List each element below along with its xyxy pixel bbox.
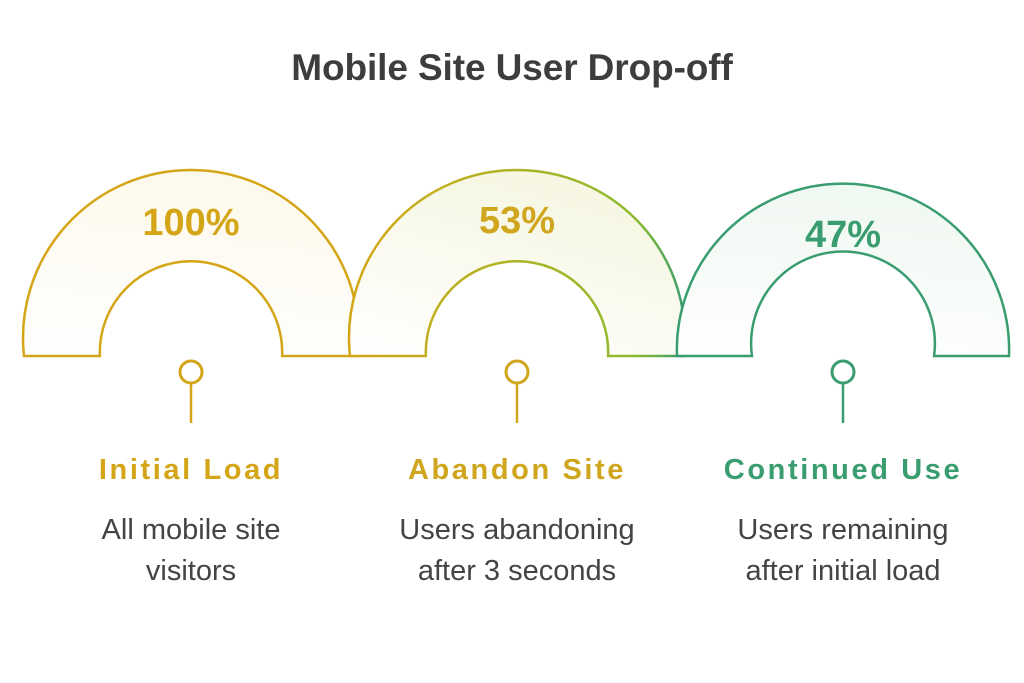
- svg-text:Users abandoning: Users abandoning: [399, 514, 634, 546]
- svg-text:Users remaining: Users remaining: [737, 514, 948, 546]
- svg-text:after 3 seconds: after 3 seconds: [418, 555, 616, 587]
- svg-text:53%: 53%: [479, 200, 555, 242]
- svg-text:All mobile site: All mobile site: [102, 514, 281, 546]
- svg-text:Continued Use: Continued Use: [724, 454, 962, 486]
- svg-text:visitors: visitors: [146, 555, 236, 587]
- svg-text:after initial load: after initial load: [745, 555, 940, 587]
- svg-text:100%: 100%: [142, 202, 239, 244]
- svg-text:Abandon Site: Abandon Site: [408, 454, 626, 486]
- svg-text:Initial Load: Initial Load: [99, 454, 283, 486]
- svg-text:47%: 47%: [805, 214, 881, 256]
